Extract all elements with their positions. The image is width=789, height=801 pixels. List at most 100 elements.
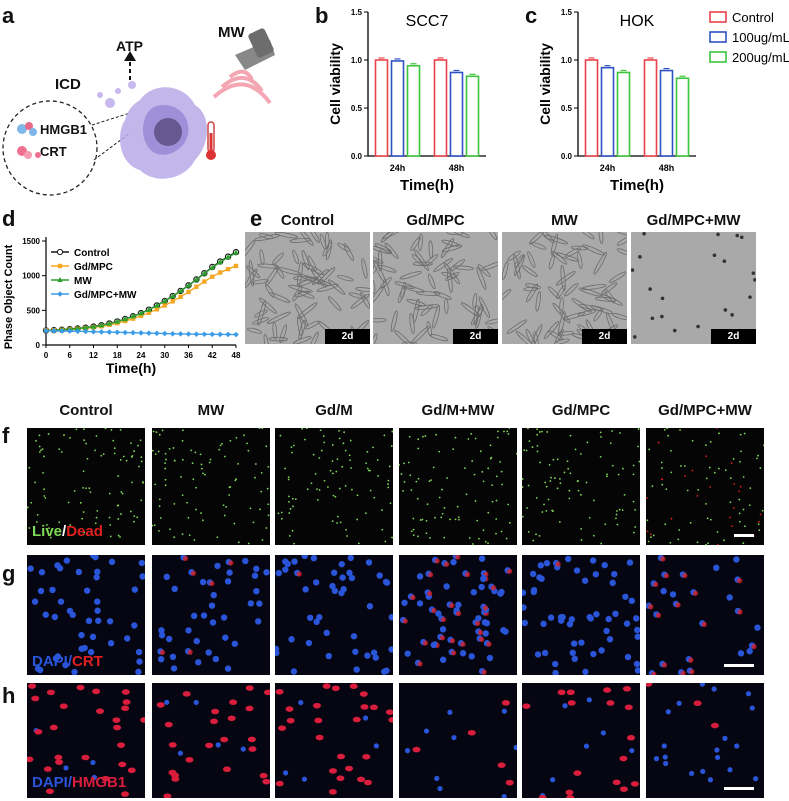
cell-dot (536, 433, 539, 436)
nucleus (325, 652, 333, 660)
nucleus (693, 700, 702, 707)
data-point (106, 329, 113, 335)
nucleus (381, 668, 388, 675)
legend-swatch (709, 31, 727, 43)
nucleus (450, 558, 457, 566)
cell-dot (284, 467, 287, 470)
cell-dot (599, 455, 602, 458)
nucleus (501, 708, 507, 714)
brightfield-image: 2d (502, 232, 627, 344)
cell-dot (181, 439, 184, 442)
cell-dot (172, 447, 175, 449)
cell-dot (419, 519, 422, 521)
cell-dot (599, 431, 602, 434)
cell-dot (334, 495, 337, 498)
f-micrograph (27, 428, 145, 545)
cell-dot (569, 472, 572, 475)
cell-shape (384, 242, 399, 259)
cell-dot (449, 518, 451, 521)
cell-dot (254, 463, 257, 465)
cell-dot (69, 436, 71, 439)
cell-dot (416, 497, 419, 500)
icd-label: ICD (55, 76, 81, 93)
cell-dot (292, 444, 295, 447)
cell-dot (121, 492, 124, 495)
panel-label-g: g (2, 561, 16, 586)
nucleus (348, 574, 356, 582)
cell-dot (632, 464, 635, 467)
cell-dot (35, 439, 37, 442)
cell-dot (44, 497, 47, 499)
nucleus (669, 591, 677, 598)
data-point (169, 330, 176, 337)
y-tick-label: 1000 (22, 272, 40, 281)
cell-dot (117, 534, 120, 537)
cell-dot (252, 521, 255, 524)
cell-dot (740, 450, 742, 453)
nucleus (112, 717, 121, 723)
cell-dot (522, 478, 524, 480)
nucleus (139, 573, 145, 580)
cell-shape (551, 250, 568, 265)
nucleus (264, 689, 270, 696)
nucleus (676, 700, 682, 706)
cell-dot (732, 458, 735, 460)
cell-dot (744, 525, 746, 528)
cell-dot (497, 430, 499, 433)
nucleus (90, 759, 96, 766)
fgh-column-header: Gd/M (315, 402, 353, 419)
nucleus (222, 766, 231, 773)
cell-dot (729, 477, 732, 479)
cell-shape (245, 265, 261, 279)
nucleus (360, 704, 369, 710)
cell-shape (350, 293, 370, 309)
cell-dot (550, 476, 552, 479)
nucleus (467, 729, 476, 736)
nucleus (227, 715, 236, 722)
data-point (233, 263, 239, 269)
cell-shape (416, 291, 441, 296)
cell-dot (288, 535, 291, 537)
cell-shape (326, 239, 332, 260)
cell-shape (555, 328, 564, 343)
data-point (122, 316, 128, 322)
y-tick-label: 0.0 (561, 152, 573, 161)
cell-dot (234, 479, 237, 482)
nucleus (347, 555, 354, 562)
cell-shape (581, 284, 607, 291)
legend-label: Gd/MPC+MW (74, 290, 137, 301)
cell-dot (474, 437, 477, 440)
stain-dapi-h: DAPI (32, 774, 68, 791)
data-point (122, 329, 128, 336)
cell-dot (208, 461, 211, 464)
nucleus (275, 688, 284, 695)
nucleus (601, 561, 608, 569)
cell-dot (181, 458, 184, 461)
cell-dot (696, 541, 699, 544)
panel-label-e: e (250, 206, 263, 231)
cell-shape (555, 252, 580, 262)
cell-dot (556, 487, 559, 490)
cell-dot (38, 451, 41, 453)
cell-dot (96, 509, 99, 512)
h-micrograph (275, 683, 393, 798)
mw-label: MW (218, 24, 245, 41)
cell-shape (514, 254, 526, 276)
cell-dot (759, 513, 762, 516)
nucleus (630, 781, 639, 787)
nucleus (92, 555, 99, 561)
nucleus (193, 699, 199, 706)
nucleus (136, 658, 143, 665)
crt-signal (187, 649, 193, 655)
time-tag: 2d (325, 329, 370, 344)
nucleus (46, 689, 55, 696)
cell-dot (705, 502, 707, 505)
cell-shape (297, 290, 315, 299)
cell-shape (410, 236, 421, 251)
cell-dot (505, 537, 508, 540)
cell-dot (415, 480, 418, 483)
nucleus (328, 789, 337, 795)
cell-dot (716, 531, 719, 533)
data-point (59, 328, 65, 334)
crt-signal (464, 571, 471, 578)
